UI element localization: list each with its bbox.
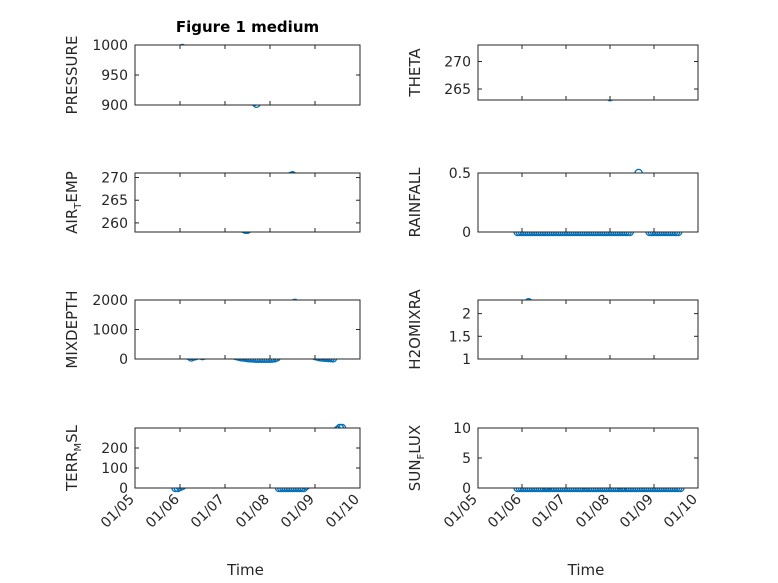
y-tick-label: 10 — [453, 421, 471, 437]
axes-frame — [477, 299, 699, 360]
axes-frame — [477, 172, 699, 233]
y-axis-label: MIXDEPTH — [63, 290, 81, 368]
x-tick-label: 01/09 — [617, 492, 657, 532]
y-tick-label: 0.5 — [449, 166, 471, 182]
y-axis-label: TERRMSL — [63, 424, 84, 492]
subplot-4: 0 0.5 RAINFALL — [406, 166, 699, 241]
y-axis-label: PRESSURE — [63, 36, 81, 115]
axes-frame — [134, 299, 361, 360]
chart-title: Figure 1 medium — [176, 18, 319, 36]
axes-frame — [134, 172, 361, 233]
y-tick-label: 2 — [462, 307, 471, 323]
subplot-7: 0 100 200 01/05 01/06 01/07 01/08 01/09 01/10 TER… — [63, 423, 363, 579]
y-tick-label: 270 — [101, 171, 128, 187]
subplot-3: 260 265 270 AIRTEMP — [63, 171, 361, 234]
subplot-6: 1 1.5 2 H2OMIXRA — [406, 289, 699, 370]
axes-frame — [477, 427, 699, 489]
y-tick-label: 0 — [462, 481, 471, 497]
y-tick-label: 0 — [462, 225, 471, 241]
x-tick-label: 01/06 — [485, 491, 525, 531]
x-tick-label: 01/09 — [278, 492, 318, 532]
y-tick-label: 0 — [119, 352, 128, 368]
x-tick-label: 01/08 — [573, 492, 613, 532]
y-axis-label: RAINFALL — [406, 167, 424, 238]
x-tick-label: 01/10 — [323, 492, 363, 532]
y-tick-label: 1000 — [92, 38, 128, 54]
axes-frame — [477, 44, 699, 101]
x-axis-label: Time — [567, 561, 605, 579]
x-axis-label: Time — [226, 561, 264, 579]
y-axis-label: AIRTEMP — [63, 171, 84, 234]
x-tick-label: 01/05 — [98, 492, 138, 532]
axes-frame — [134, 44, 361, 106]
axes-frame — [134, 427, 361, 489]
y-tick-label: 265 — [101, 193, 128, 209]
y-tick-label: 200 — [101, 441, 128, 457]
y-tick-label: 900 — [101, 98, 128, 114]
y-tick-label: 1000 — [92, 323, 128, 339]
y-tick-label: 260 — [101, 216, 128, 232]
y-axis-label: H2OMIXRA — [406, 289, 424, 370]
y-tick-label: 270 — [444, 55, 471, 71]
y-tick-label: 265 — [444, 82, 471, 98]
y-tick-label: 1 — [462, 352, 471, 368]
y-tick-label: 1.5 — [449, 329, 471, 345]
x-tick-label: 01/06 — [143, 491, 183, 531]
y-tick-label: 950 — [101, 68, 128, 84]
y-tick-label: 0 — [119, 481, 128, 497]
x-tick-label: 01/08 — [233, 492, 273, 532]
y-tick-label: 5 — [462, 451, 471, 467]
subplot-5: 0 1000 2000 MIXDEPTH — [63, 290, 361, 369]
x-tick-label: 01/05 — [441, 492, 481, 532]
y-axis-label: THETA — [406, 48, 424, 98]
subplot-1: 900 950 1000 PRESSURE Figure 1 medium — [63, 18, 361, 115]
subplot-2: 265 270 THETA — [406, 44, 699, 102]
y-axis-label: SUNFLUX — [406, 425, 427, 491]
subplot-8: 0 5 10 01/05 01/06 01/07 01/08 01/09 01/10 SUNFLU… — [406, 421, 701, 579]
y-tick-label: 100 — [101, 461, 128, 477]
y-tick-label: 2000 — [92, 293, 128, 309]
x-tick-label: 01/10 — [661, 492, 701, 532]
x-tick-label: 01/07 — [529, 492, 569, 532]
x-tick-label: 01/07 — [188, 492, 228, 532]
